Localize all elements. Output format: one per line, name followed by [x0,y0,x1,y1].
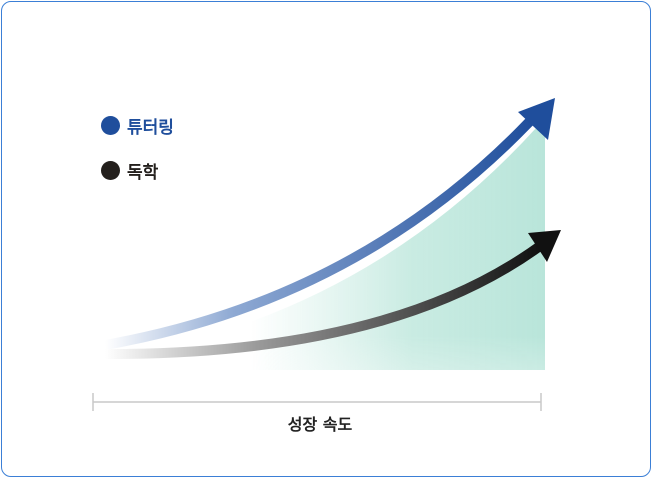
blue-dot-icon [101,116,120,135]
growth-gap-fill [250,118,545,370]
tutoring-curve [104,114,537,350]
legend-label: 독학 [127,163,159,183]
self-study-arrowhead [528,230,561,262]
axis-label: 성장 속도 [287,415,353,434]
self-study-curve [104,241,543,360]
legend-item-self-study: 독학 [101,158,158,183]
black-dot-icon [101,161,120,180]
legend-label: 튜터링 [127,118,174,138]
legend-item-tutoring: 튜터링 [101,113,174,138]
tutoring-arrowhead [518,98,555,140]
